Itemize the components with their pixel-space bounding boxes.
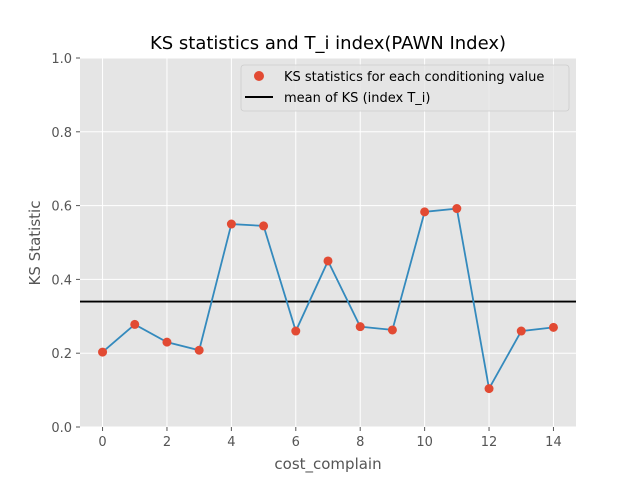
- x-tick-label: 2: [163, 435, 171, 450]
- ks-data-point: [452, 204, 462, 214]
- x-tick-label: 0: [98, 435, 106, 450]
- y-axis-label: KS Statistic: [26, 201, 44, 286]
- y-tick-label: 0.2: [51, 347, 72, 362]
- x-tick-label: 4: [227, 435, 235, 450]
- legend: KS statistics for each conditioning valu…: [240, 64, 570, 112]
- y-tick-label: 1.0: [51, 52, 72, 67]
- ks-data-point: [355, 322, 365, 332]
- ks-data-point: [226, 219, 236, 229]
- ks-data-point: [323, 256, 333, 266]
- x-tick-label: 12: [481, 435, 498, 450]
- chart-title: KS statistics and T_i index(PAWN Index): [150, 33, 506, 54]
- plot-area: [80, 58, 576, 427]
- tick-labels: 0 2 4 6 8 10 12 14 0.0 0.2 0.4 0.6 0.8 1.0: [51, 52, 561, 450]
- ks-data-point: [259, 221, 269, 231]
- x-tick-label: 10: [416, 435, 433, 450]
- ks-data-point: [420, 207, 430, 217]
- legend-marker-ks: [254, 71, 264, 81]
- legend-label-ks: KS statistics for each conditioning valu…: [284, 70, 544, 85]
- ks-data-point: [387, 325, 397, 335]
- y-tick-label: 0.4: [51, 273, 72, 288]
- x-axis-label: cost_complain: [274, 455, 381, 474]
- x-tick-label: 6: [292, 435, 300, 450]
- ks-data-point: [98, 347, 108, 357]
- ks-data-point: [516, 326, 526, 336]
- x-tick-label: 14: [545, 435, 562, 450]
- legend-label-mean: mean of KS (index T_i): [284, 91, 430, 106]
- y-tick-label: 0.0: [51, 421, 72, 436]
- y-tick-label: 0.8: [51, 126, 72, 141]
- grid-lines: [80, 57, 576, 428]
- ks-data-point: [130, 319, 140, 329]
- series-group: [98, 204, 558, 394]
- x-tick-label: 8: [356, 435, 364, 450]
- ks-data-point: [162, 337, 172, 347]
- ks-data-point: [194, 345, 204, 355]
- ks-data-point: [548, 322, 558, 332]
- ks-data-point: [484, 384, 494, 394]
- legend-frame: [240, 64, 570, 112]
- y-tick-label: 0.6: [51, 200, 72, 215]
- ks-data-point: [291, 326, 301, 336]
